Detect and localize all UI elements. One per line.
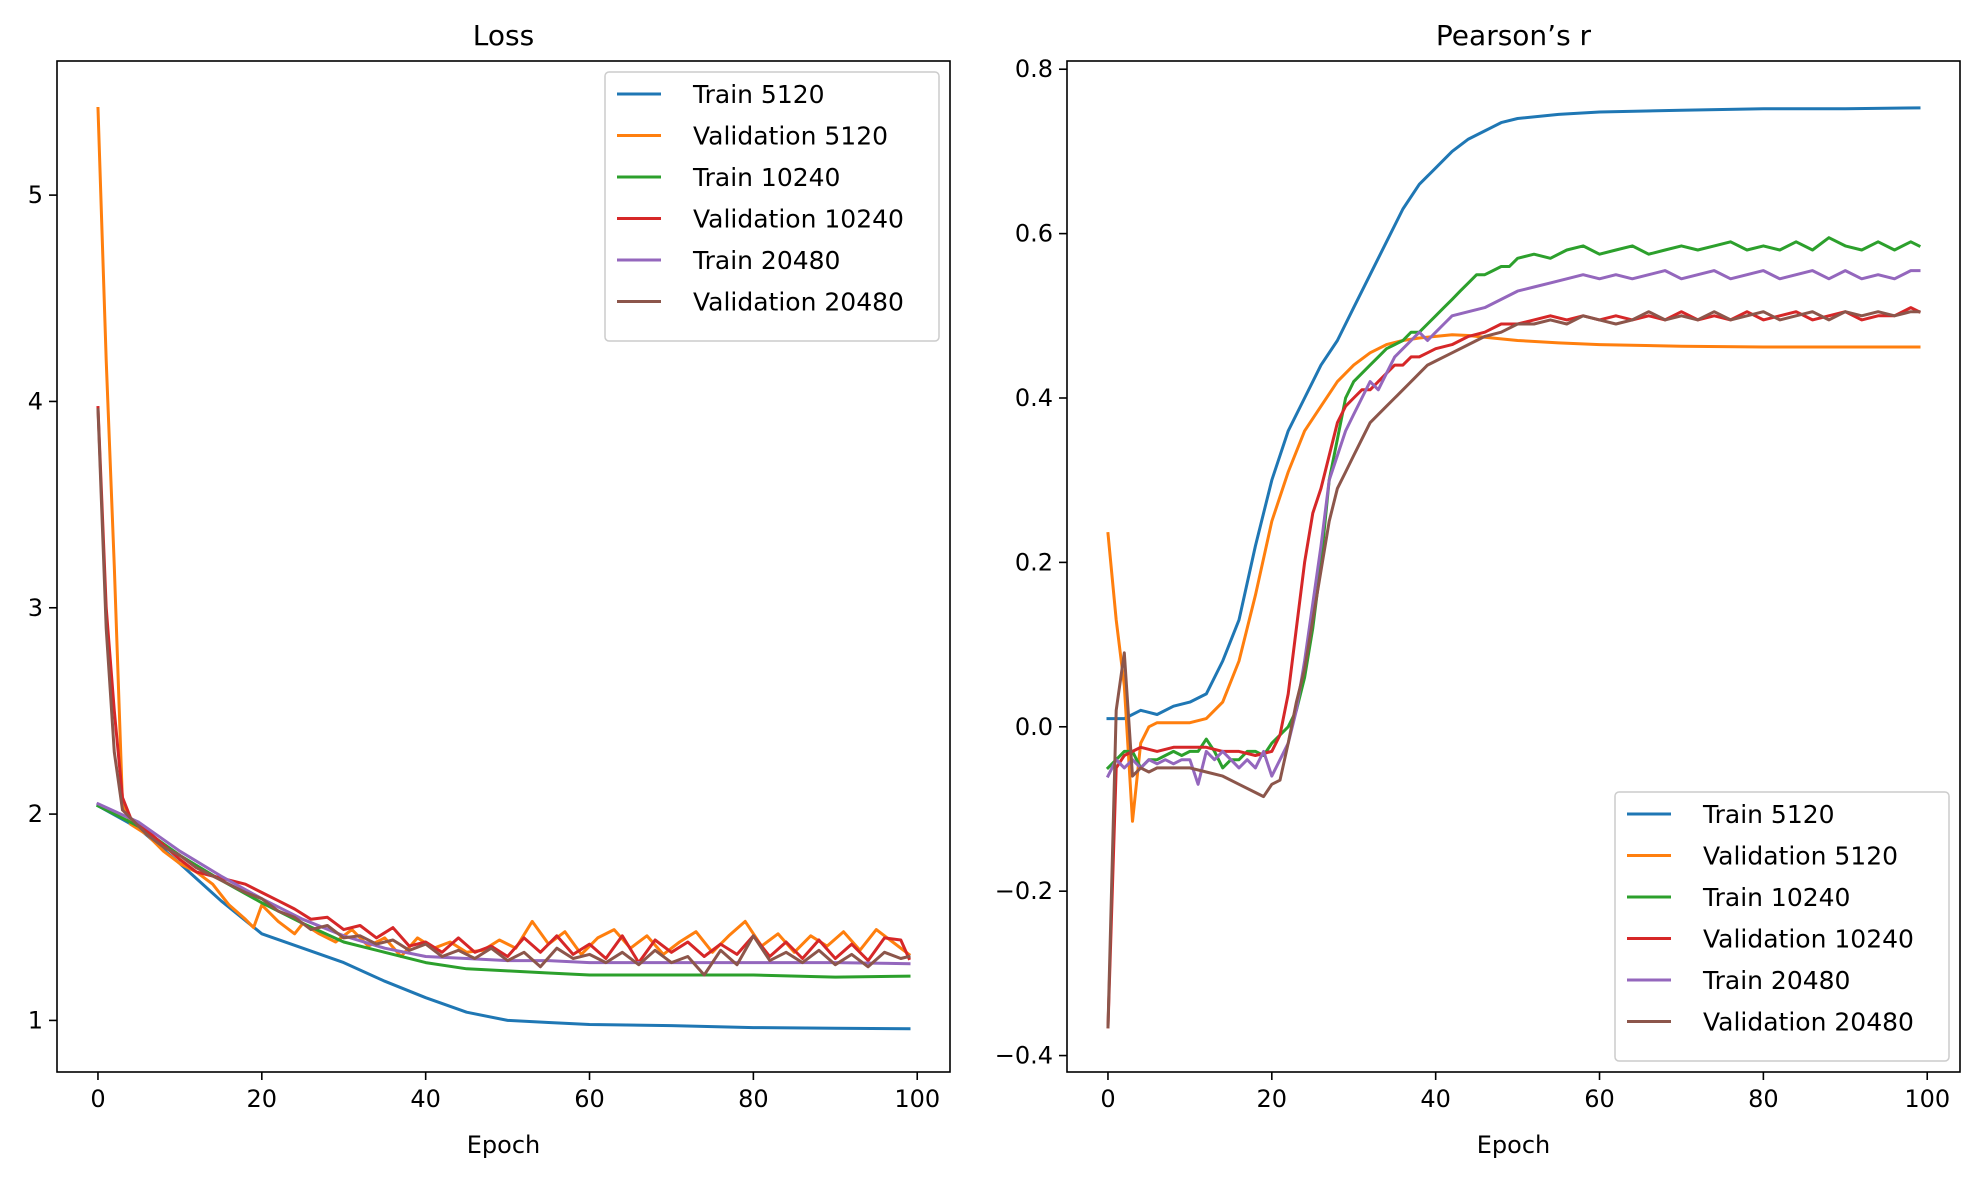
legend: Train 5120 Validation 5120 Train 10240 Vali…: [1614, 791, 1950, 1062]
x-tick-label: 20: [247, 1085, 278, 1113]
x-axis-ticks: 0 20 40 60 80 100: [1100, 1072, 1950, 1113]
y-tick-label: 3: [28, 594, 43, 622]
y-tick-label: 0.0: [1015, 713, 1053, 741]
legend-entry: Validation 5120: [1703, 842, 1898, 871]
legend-entry: Train 10240: [1702, 883, 1850, 912]
x-tick-label: 0: [90, 1085, 105, 1113]
panel-title: Loss: [473, 19, 534, 52]
series-line-2: [1105, 236, 1922, 771]
x-axis-label: Epoch: [467, 1131, 541, 1159]
series-group: [95, 106, 912, 1031]
y-tick-label: 1: [28, 1006, 43, 1034]
x-tick-label: 40: [410, 1085, 441, 1113]
y-tick-label: 0.4: [1015, 384, 1053, 412]
legend-box: [1614, 791, 1950, 1062]
legend-entry: Train 20480: [1702, 966, 1850, 995]
y-tick-label: 0.8: [1015, 55, 1053, 83]
y-tick-label: 4: [28, 387, 43, 415]
pearson-r-panel: Pearson’s r 0 20 40 60 80 100 −0.4 −0.2 0.0 0.2 0…: [995, 19, 1961, 1159]
x-tick-label: 60: [1584, 1085, 1615, 1113]
series-line-0: [1106, 106, 1921, 721]
series-line-0: [95, 803, 911, 1031]
y-tick-label: 5: [28, 181, 43, 209]
series-line-5: [1106, 310, 1921, 1029]
legend-entry: Validation 10240: [693, 205, 904, 234]
x-tick-label: 100: [894, 1085, 940, 1113]
legend-entry: Validation 20480: [1703, 1008, 1914, 1037]
y-tick-label: 2: [28, 800, 43, 828]
series-group: [1105, 106, 1922, 1029]
series-line-4: [1105, 269, 1921, 786]
y-tick-label: −0.4: [995, 1042, 1053, 1070]
x-tick-label: 60: [574, 1085, 605, 1113]
y-axis-ticks: −0.4 −0.2 0.0 0.2 0.4 0.6 0.8: [995, 55, 1067, 1070]
y-tick-label: −0.2: [995, 877, 1053, 905]
legend-entry: Train 20480: [692, 246, 840, 275]
x-tick-label: 80: [1748, 1085, 1779, 1113]
y-tick-label: 0.2: [1015, 548, 1053, 576]
legend-entry: Train 10240: [692, 163, 840, 192]
x-axis-label: Epoch: [1477, 1131, 1551, 1159]
x-axis-ticks: 0 20 40 60 80 100: [90, 1072, 940, 1113]
plot-frame: [56, 60, 951, 1073]
x-tick-label: 80: [738, 1085, 769, 1113]
x-tick-label: 20: [1257, 1085, 1288, 1113]
plot-frame: [1066, 60, 1961, 1073]
series-line-3: [1106, 306, 1922, 1029]
series-line-5: [96, 408, 911, 977]
legend-entry: Validation 20480: [693, 288, 904, 317]
x-tick-label: 0: [1100, 1085, 1115, 1113]
series-line-4: [96, 801, 911, 966]
legend-box: [604, 71, 940, 342]
legend-entry: Train 5120: [692, 80, 825, 109]
y-tick-label: 0.6: [1015, 220, 1053, 248]
legend-entry: Validation 5120: [693, 122, 888, 151]
loss-panel: Loss 0 20 40 60 80 100 1 2 3 4 5 Epoch Train 5120…: [28, 19, 951, 1159]
legend-entry: Train 5120: [1702, 800, 1835, 829]
series-line-1: [1106, 333, 1921, 823]
legend-entry: Validation 10240: [1703, 925, 1914, 954]
x-tick-label: 100: [1904, 1085, 1950, 1113]
panel-title: Pearson’s r: [1436, 19, 1592, 52]
x-tick-label: 40: [1420, 1085, 1451, 1113]
legend: Train 5120 Validation 5120 Train 10240 Vali…: [604, 71, 940, 342]
y-axis-ticks: 1 2 3 4 5: [28, 181, 57, 1034]
